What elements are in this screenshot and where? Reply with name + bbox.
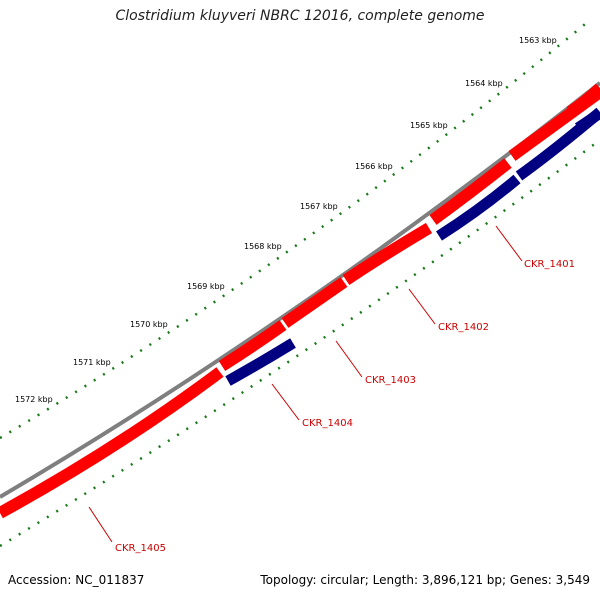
leader-ckr-1403 <box>335 340 363 378</box>
gene-ckr-1404-adjacent-bar[interactable] <box>218 320 287 372</box>
gene-labels: CKR_1401 CKR_1402 CKR_1403 CKR_1404 CKR_… <box>115 259 575 554</box>
leader-ckr-1401 <box>495 225 523 262</box>
gene-label-ckr-1404[interactable]: CKR_1404 <box>302 418 353 429</box>
inner-scale-dots <box>0 138 600 548</box>
scale-labels: 1563 kbp 1564 kbp 1565 kbp 1566 kbp 1567… <box>15 36 557 404</box>
gene-label-ckr-1403[interactable]: CKR_1403 <box>365 375 416 386</box>
genome-summary-text: Topology: circular; Length: 3,896,121 bp… <box>260 573 590 587</box>
tick-label-1563: 1563 kbp <box>519 36 557 45</box>
gene-ckr-1405-bar[interactable] <box>0 367 224 519</box>
tick-label-1564: 1564 kbp <box>465 79 503 88</box>
tick-label-1566: 1566 kbp <box>355 162 393 171</box>
tick-label-1567: 1567 kbp <box>300 202 338 211</box>
leader-ckr-1404 <box>271 383 300 421</box>
gene-label-ckr-1401[interactable]: CKR_1401 <box>524 259 575 270</box>
outer-scale-dots <box>0 19 591 440</box>
leader-ckr-1405 <box>88 506 113 543</box>
gene-upper-forward-bar[interactable] <box>429 158 512 225</box>
map-title: Clostridium kluyveri NBRC 12016, complet… <box>115 8 485 24</box>
gene-ckr-1402-bar[interactable] <box>342 222 433 285</box>
backbone-line <box>0 81 600 499</box>
tick-label-1572: 1572 kbp <box>15 395 53 404</box>
leader-ckr-1402 <box>408 288 436 325</box>
accession-text: Accession: NC_011837 <box>8 573 145 587</box>
forward-strand <box>0 83 600 519</box>
gene-ckr-1404-bar[interactable] <box>225 338 296 386</box>
gene-ckr-1401-bar[interactable] <box>436 174 521 241</box>
gene-top-reverse-bar-2[interactable] <box>574 108 600 133</box>
tick-label-1571: 1571 kbp <box>73 358 111 367</box>
tick-label-1568: 1568 kbp <box>244 242 282 251</box>
tick-label-1569: 1569 kbp <box>187 282 225 291</box>
tick-label-1565: 1565 kbp <box>410 121 448 130</box>
gene-top-forward-bar-2[interactable] <box>566 83 600 117</box>
gene-ckr-1403-bar[interactable] <box>281 277 348 328</box>
gene-label-ckr-1402[interactable]: CKR_1402 <box>438 322 489 333</box>
reverse-strand <box>225 107 600 386</box>
tick-label-1570: 1570 kbp <box>130 320 168 329</box>
gene-leaders <box>88 225 523 543</box>
gene-label-ckr-1405[interactable]: CKR_1405 <box>115 543 166 554</box>
